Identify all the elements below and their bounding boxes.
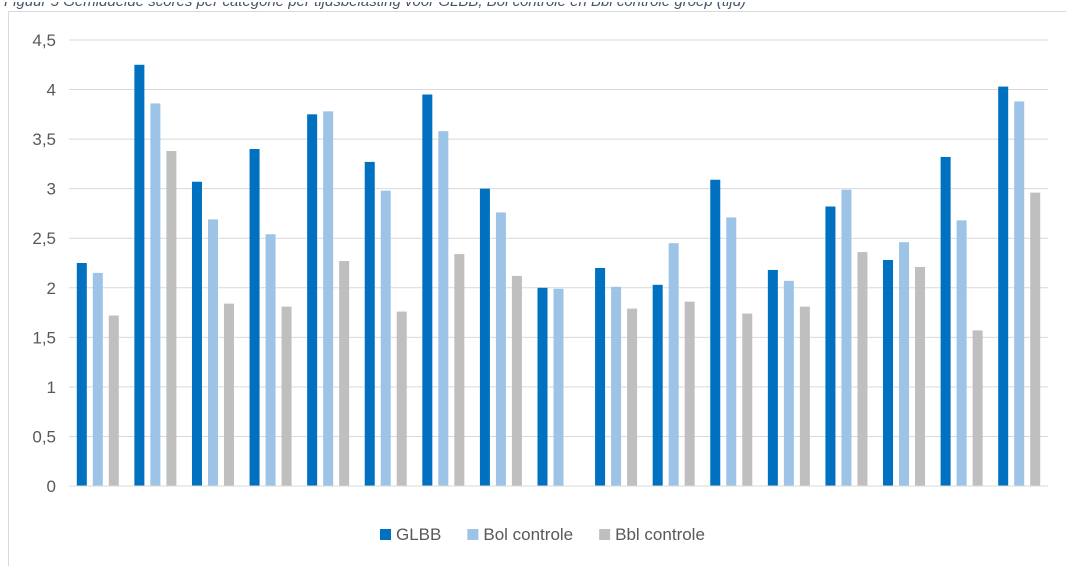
legend: GLBB Bol controle Bbl controle (380, 525, 705, 544)
bar-glbb (537, 287, 548, 486)
y-axis-ticks: 0 0,5 1 1,5 2 2,5 3 3,5 4 4,5 (32, 31, 56, 496)
bar-bol-controle (380, 190, 391, 486)
bar-bol-controle (323, 111, 334, 487)
legend-swatch (599, 529, 611, 540)
bar-glbb (249, 149, 260, 486)
bar-bol-controle (668, 243, 679, 486)
bar-bol-controle (726, 217, 737, 487)
bar-bbl-controle (1030, 192, 1041, 486)
chart-frame (8, 11, 1066, 566)
bar-bbl-controle (684, 301, 695, 486)
bar-bbl-controle (857, 252, 868, 486)
bar-glbb (767, 269, 778, 486)
legend-label: Bol controle (483, 525, 573, 544)
y-tick-label: 4 (47, 81, 56, 100)
bar-bol-controle (611, 286, 622, 486)
bar-bbl-controle (396, 311, 407, 486)
bar-glbb (479, 188, 490, 486)
bar-bol-controle (92, 272, 103, 486)
y-tick-label: 3 (47, 180, 56, 199)
legend-swatch (380, 529, 391, 540)
bar-glbb (940, 156, 951, 486)
bar-bbl-controle (339, 261, 350, 486)
bar-bbl-controle (108, 315, 119, 486)
y-tick-label: 0 (47, 477, 56, 496)
bar-bbl-controle (454, 254, 465, 486)
bar-bol-controle (495, 212, 506, 486)
bar-bbl-controle (915, 266, 926, 486)
legend-swatch (467, 529, 479, 540)
bar-glbb (652, 284, 663, 486)
bar-bol-controle (783, 280, 794, 486)
bar-glbb (76, 263, 87, 486)
bar-bbl-controle (799, 306, 810, 486)
bar-glbb (998, 86, 1009, 487)
bar-glbb (134, 64, 145, 487)
bar-bol-controle (438, 131, 449, 486)
bar-bbl-controle (972, 330, 983, 486)
bars (76, 64, 1041, 487)
bar-bol-controle (553, 288, 564, 486)
y-tick-label: 3,5 (32, 130, 56, 149)
bar-bol-controle (956, 220, 967, 487)
bar-bbl-controle (281, 306, 292, 486)
legend-label: GLBB (396, 525, 441, 544)
bar-bol-controle (899, 242, 910, 486)
bar-bol-controle (207, 219, 218, 486)
bar-bbl-controle (511, 275, 522, 486)
y-tick-label: 4,5 (32, 31, 56, 50)
bar-glbb (710, 179, 721, 486)
bar-bol-controle (265, 234, 276, 486)
bar-glbb (825, 206, 836, 487)
y-tick-label: 2 (47, 279, 56, 298)
bar-bbl-controle (742, 313, 753, 486)
y-tick-label: 1 (47, 378, 56, 397)
bar-bbl-controle (166, 151, 177, 486)
bar-glbb (883, 260, 894, 486)
bar-glbb (191, 181, 202, 486)
bar-glbb (422, 94, 433, 486)
bar-bbl-controle (223, 303, 234, 486)
y-tick-label: 1,5 (32, 328, 56, 347)
figure-caption: Figuur 5 Gemiddelde scores per categorie… (4, 0, 747, 10)
bar-bbl-controle (627, 308, 638, 486)
bar-glbb (364, 161, 375, 486)
bar-glbb (595, 267, 606, 486)
bar-glbb (307, 114, 318, 486)
y-tick-label: 0,5 (32, 427, 56, 446)
legend-label: Bbl controle (615, 525, 705, 544)
bar-bol-controle (1014, 101, 1025, 487)
bar-bol-controle (150, 103, 161, 486)
bar-bol-controle (841, 189, 852, 486)
y-tick-label: 2,5 (32, 229, 56, 248)
